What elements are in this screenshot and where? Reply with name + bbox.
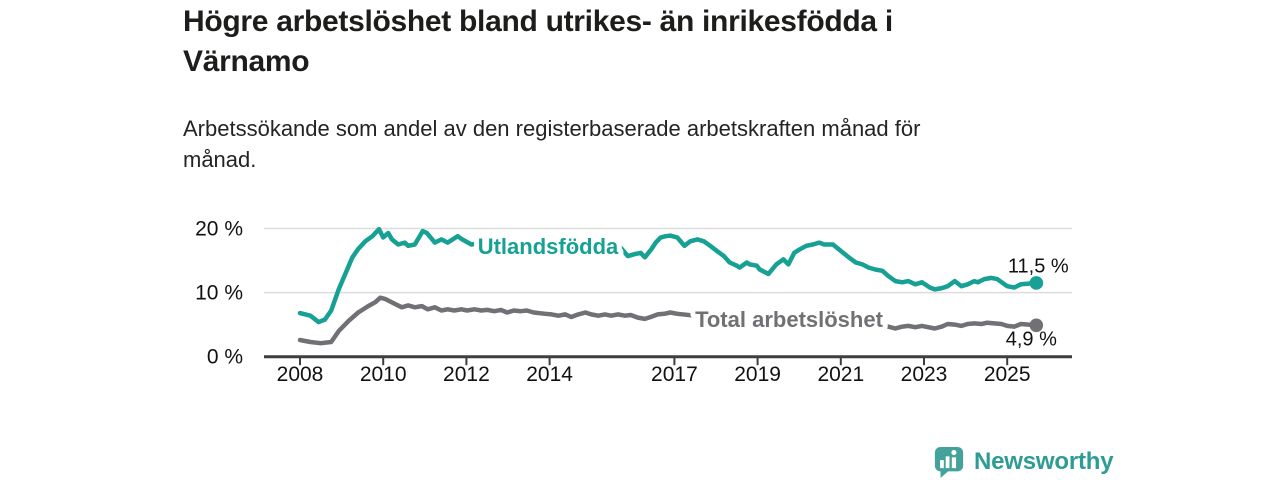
logo-exclamation-dot (951, 450, 957, 456)
y-axis-label: 10 % (195, 282, 243, 305)
subtitle-line-2: månad. (183, 147, 257, 172)
x-tick-label: 2017 (651, 363, 698, 386)
page-title: Högre arbetslöshet bland utrikes- än inr… (183, 2, 1043, 82)
series-line-0 (297, 226, 1039, 325)
newsworthy-logo-icon (934, 446, 964, 478)
title-line-2: Värnamo (183, 45, 310, 78)
brand-footer: Newsworthy (933, 444, 1114, 480)
x-tick-label: 2008 (277, 363, 324, 386)
x-tick-label: 2014 (526, 363, 573, 386)
series-end-dot-1 (1029, 318, 1044, 333)
title-line-1: Högre arbetslöshet bland utrikes- än inr… (183, 5, 893, 38)
series-label-0: Utlandsfödda (478, 234, 619, 259)
chart-header: Högre arbetslöshet bland utrikes- än inr… (183, 2, 1043, 82)
subtitle-line-1: Arbetssökande som andel av den registerb… (183, 116, 921, 141)
x-tick-label: 2025 (984, 363, 1031, 386)
chart-subtitle: Arbetssökande som andel av den registerb… (183, 113, 1053, 175)
x-tick-label: 2010 (360, 363, 407, 386)
y-axis-label: 0 % (207, 346, 243, 369)
logo-bar-1 (940, 460, 944, 469)
series-label-1: Total arbetslöshet (695, 307, 884, 332)
logo-exclamation-bar (951, 457, 957, 469)
x-tick-label: 2021 (817, 363, 864, 386)
x-tick-label: 2019 (734, 363, 781, 386)
x-tick-label: 2023 (901, 363, 948, 386)
y-axis-label: 20 % (195, 218, 243, 241)
x-tick-label: 2012 (443, 363, 490, 386)
logo-bar-2 (945, 456, 950, 469)
brand-name: Newsworthy (974, 448, 1114, 475)
series-end-dot-0 (1029, 276, 1044, 290)
series-end-value-1: 4,9 % (1006, 328, 1057, 350)
series-end-value-0: 11,5 % (1008, 255, 1069, 277)
series-line-1 (297, 295, 1039, 346)
